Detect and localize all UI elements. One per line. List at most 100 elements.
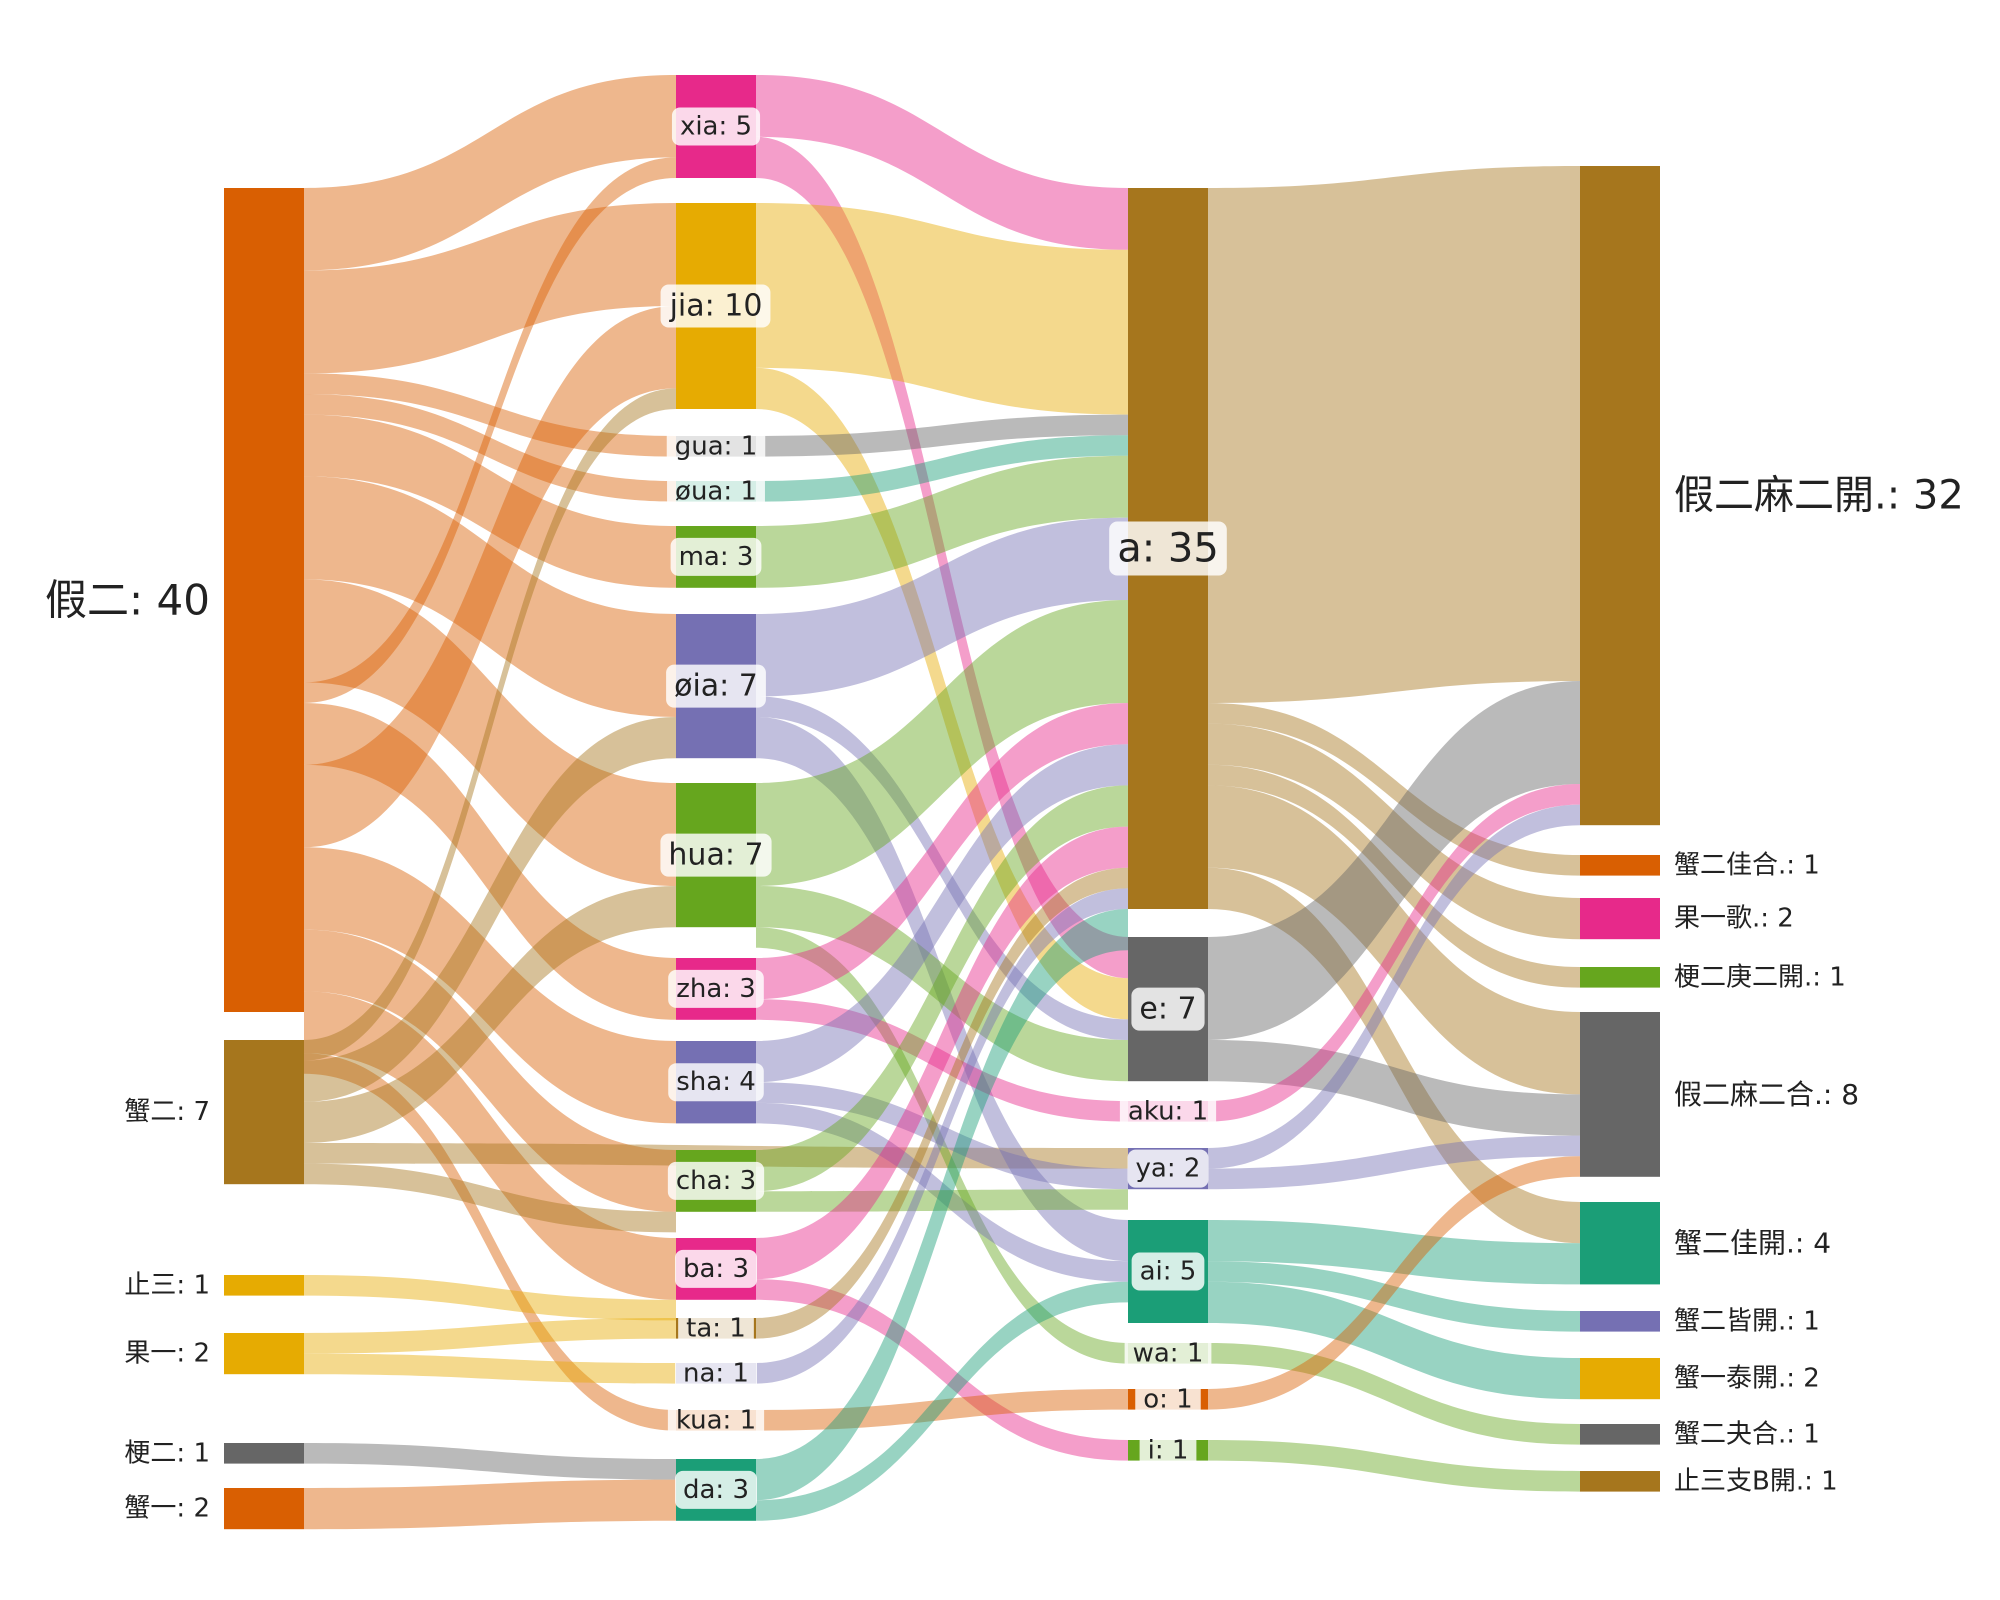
node-label-oua: øua: 1 — [675, 476, 757, 506]
link-sha-ai — [756, 1102, 1128, 1282]
link-hua-a — [756, 600, 1128, 886]
link-ya-jm2h — [1208, 1135, 1580, 1190]
node-label-x2jiek: 蟹二皆開.: 1 — [1674, 1306, 1820, 1336]
link-hua-wa — [756, 927, 1128, 1364]
link-hua-e — [756, 886, 1128, 1082]
node-label-bg-oua — [667, 472, 765, 511]
link-xie2-jia — [304, 388, 676, 1061]
node-label-jm2k: 假二麻二開.: 32 — [1674, 473, 1964, 519]
node-label-bg-cha — [667, 1161, 765, 1200]
link-sha-a — [756, 744, 1128, 1083]
link-a-x2jh — [1208, 703, 1580, 876]
link-jia2-kua — [304, 1053, 676, 1431]
link-xie2-cha — [304, 1163, 676, 1233]
link-jia2-ba — [304, 991, 676, 1300]
node-label-group-hua: hua: 7 — [660, 833, 772, 877]
node-label-group-oia: øia: 7 — [666, 664, 766, 708]
node-x1tk — [1580, 1358, 1660, 1400]
node-label-bg-jia — [660, 284, 771, 328]
node-jia2 — [224, 188, 304, 1012]
node-zhi3 — [224, 1275, 304, 1296]
link-ai-x2jiek — [1208, 1261, 1580, 1332]
link-jia2-oua — [304, 394, 676, 502]
link-wa-x2gh — [1208, 1343, 1580, 1445]
link-o-jm2h — [1208, 1156, 1580, 1410]
node-label-ma: ma: 3 — [679, 542, 754, 572]
link-jia2-ma — [304, 414, 676, 588]
link-jia2-xia — [304, 157, 676, 703]
node-label-x2gh: 蟹二夬合.: 1 — [1674, 1419, 1820, 1449]
link-jia2-gua — [304, 373, 676, 457]
link-oia-ai — [756, 717, 1128, 1262]
node-g2g2k — [1580, 967, 1660, 988]
link-gua-a — [756, 414, 1128, 457]
node-label-xie1: 蟹一: 2 — [124, 1494, 210, 1524]
node-label-bg-na — [675, 1354, 757, 1393]
node-label-bg-wa — [1124, 1334, 1212, 1373]
link-a-g1g — [1208, 723, 1580, 940]
link-jia-a — [756, 203, 1128, 415]
node-label-x2jh: 蟹二佳合.: 1 — [1674, 850, 1820, 880]
node-label-group-xia: xia: 5 — [671, 107, 761, 146]
node-label-ba: ba: 3 — [683, 1254, 749, 1284]
node-label-bg-ma — [670, 537, 762, 576]
node-label-jm2h: 假二麻二合.: 8 — [1674, 1078, 1859, 1111]
node-label-g1g: 果一歌.: 2 — [1674, 904, 1794, 934]
node-label-bg-o — [1135, 1380, 1201, 1419]
link-ba-a — [756, 826, 1128, 1280]
node-label-bg-e — [1131, 987, 1205, 1031]
node-jm2h — [1580, 1012, 1660, 1177]
links-layer — [304, 75, 1580, 1530]
link-jia2-sha — [304, 847, 676, 1124]
link-xie2-oia — [304, 717, 676, 1102]
link-jia2-hua — [304, 579, 676, 886]
link-jia2-jia — [304, 306, 676, 848]
node-label-ya: ya: 2 — [1136, 1154, 1201, 1184]
node-label-group-kua: kua: 1 — [667, 1401, 765, 1440]
node-label-group-o: o: 1 — [1135, 1380, 1201, 1419]
node-label-i: i: 1 — [1148, 1435, 1189, 1465]
node-label-bg-a — [1109, 521, 1227, 576]
node-label-group-ai: ai: 5 — [1131, 1252, 1205, 1291]
link-oia-a — [756, 517, 1128, 697]
node-label-zha: zha: 3 — [676, 974, 756, 1004]
link-a-x2jk — [1208, 867, 1580, 1244]
node-label-group-da: da: 3 — [674, 1470, 758, 1509]
link-jia2-zha — [304, 703, 676, 1020]
link-xie1-da — [304, 1479, 676, 1530]
node-label-kua: kua: 1 — [676, 1405, 756, 1435]
link-xia-e — [756, 136, 1128, 979]
node-label-ta: ta: 1 — [686, 1313, 746, 1343]
node-label-bg-aku — [1119, 1092, 1217, 1131]
node-label-group-sha: sha: 4 — [668, 1063, 764, 1102]
node-label-group-ta: ta: 1 — [678, 1309, 754, 1348]
link-ba-i — [756, 1279, 1128, 1461]
node-label-bg-ai — [1131, 1252, 1205, 1291]
node-label-group-aku: aku: 1 — [1119, 1092, 1217, 1131]
node-jm2k — [1580, 166, 1660, 826]
link-ma-a — [756, 455, 1128, 588]
link-ya-jm2k — [1208, 804, 1580, 1169]
node-xie1 — [224, 1488, 304, 1530]
node-label-group-jia: jia: 10 — [660, 284, 771, 328]
node-label-group-i: i: 1 — [1139, 1431, 1197, 1470]
link-zha-a — [756, 703, 1128, 1000]
node-label-bg-gua — [666, 427, 766, 466]
node-label-z3zbk: 止三支B開.: 1 — [1674, 1466, 1838, 1496]
link-da-a — [756, 909, 1128, 1501]
node-x2jiek — [1580, 1311, 1660, 1332]
node-label-bg-ta — [678, 1309, 754, 1348]
link-i-z3zbk — [1208, 1440, 1580, 1492]
node-xie2 — [224, 1040, 304, 1185]
link-jia2-cha — [304, 929, 676, 1212]
node-label-bg-ba — [674, 1249, 758, 1288]
node-label-group-zha: zha: 3 — [668, 969, 764, 1008]
link-jia2-oia — [304, 476, 676, 717]
link-geng2-da — [304, 1443, 676, 1480]
link-na-a — [756, 888, 1128, 1384]
node-label-bg-i — [1139, 1431, 1197, 1470]
link-jia2-xia — [304, 75, 676, 271]
link-da-ai — [756, 1281, 1128, 1521]
node-label-ai: ai: 5 — [1140, 1257, 1197, 1287]
